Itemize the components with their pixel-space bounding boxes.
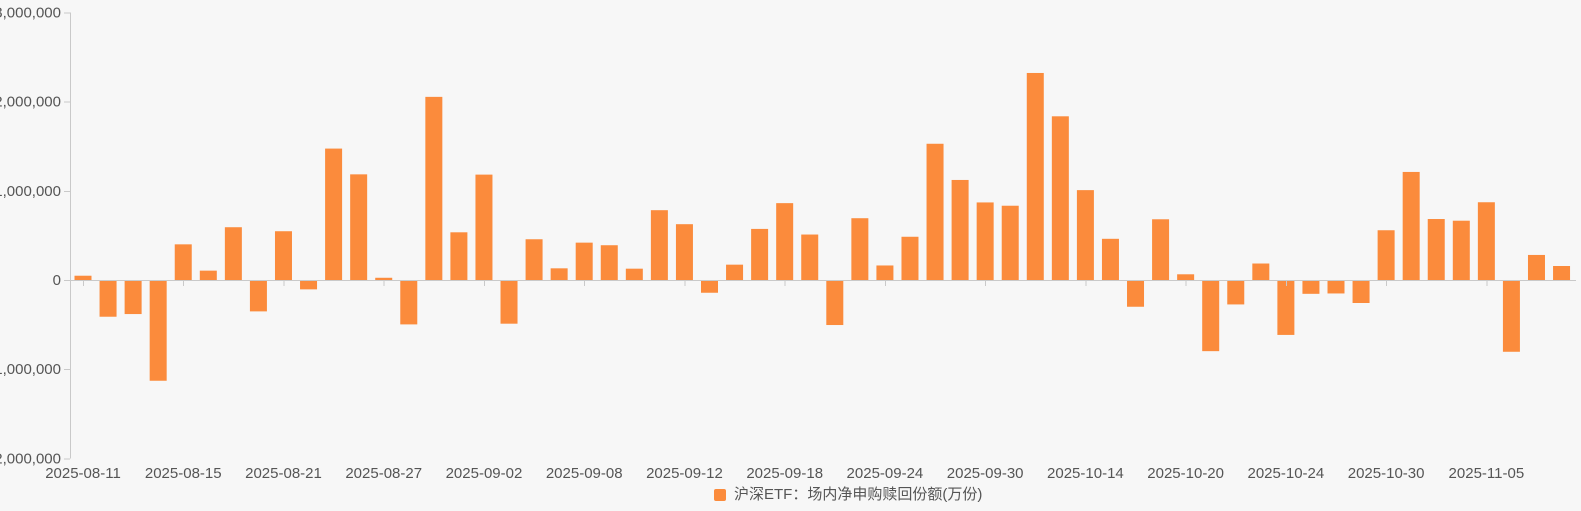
bar-2025-10-28[interactable] (1327, 280, 1345, 294)
bar-2025-11-07[interactable] (1527, 254, 1545, 280)
bar-2025-09-05[interactable] (550, 268, 568, 280)
bar-2025-09-17[interactable] (751, 228, 769, 280)
bar-2025-08-28[interactable] (400, 280, 418, 325)
bar-2025-09-25[interactable] (901, 236, 919, 280)
y-tick-label: -2,000,000 (0, 450, 61, 467)
bar-2025-10-31[interactable] (1402, 171, 1420, 280)
x-tick-label: 2025-10-30 (1348, 465, 1425, 482)
x-tick-label: 2025-09-02 (446, 465, 523, 482)
bar-2025-09-12[interactable] (675, 224, 693, 280)
bar-2025-09-08[interactable] (575, 242, 593, 280)
bar-2025-10-27[interactable] (1302, 280, 1320, 294)
bar-2025-08-19[interactable] (224, 227, 242, 280)
x-tick-label: 2025-08-15 (145, 465, 222, 482)
bar-2025-09-18[interactable] (776, 203, 794, 280)
bar-2025-10-23[interactable] (1252, 263, 1270, 280)
bar-2025-08-18[interactable] (199, 270, 217, 280)
bar-2025-10-09[interactable] (1001, 205, 1019, 280)
bar-2025-08-22[interactable] (300, 280, 318, 290)
x-tick-label: 2025-11-05 (1449, 465, 1525, 482)
bar-2025-10-13[interactable] (1051, 116, 1069, 280)
bar-2025-09-16[interactable] (726, 264, 744, 280)
legend-item[interactable]: 沪深ETF：场内净申购赎回份额(万份) (714, 487, 982, 502)
bar-2025-10-16[interactable] (1127, 280, 1145, 307)
y-tick-label: 3,000,000 (0, 5, 61, 22)
bar-2025-11-05[interactable] (1477, 202, 1495, 280)
bar-2025-09-29[interactable] (951, 179, 969, 280)
bar-2025-08-21[interactable] (274, 231, 292, 280)
bar-2025-10-15[interactable] (1101, 238, 1119, 280)
bar-2025-10-14[interactable] (1076, 190, 1094, 280)
y-tick-label: 1,000,000 (0, 183, 61, 200)
x-tick-label: 2025-09-08 (546, 465, 623, 482)
bar-2025-09-23[interactable] (851, 218, 869, 280)
bar-2025-09-24[interactable] (876, 265, 894, 280)
bar-2025-08-25[interactable] (325, 148, 343, 280)
bar-2025-09-19[interactable] (801, 234, 819, 280)
bar-2025-09-15[interactable] (701, 280, 718, 293)
bar-2025-11-04[interactable] (1452, 220, 1470, 280)
x-tick-label: 2025-09-18 (746, 465, 823, 482)
bar-2025-09-01[interactable] (450, 232, 468, 280)
bar-2025-08-13[interactable] (124, 280, 142, 315)
x-tick-label: 2025-08-21 (245, 465, 322, 482)
bar-2025-09-09[interactable] (600, 245, 618, 280)
x-tick-label: 2025-08-11 (45, 465, 121, 482)
bar-2025-11-10[interactable] (1553, 266, 1571, 280)
bar-2025-11-03[interactable] (1427, 219, 1445, 280)
legend-label: 沪深ETF：场内净申购赎回份额(万份) (734, 486, 983, 503)
bar-2025-11-06[interactable] (1502, 280, 1520, 352)
bar-2025-08-15[interactable] (174, 244, 192, 280)
bar-2025-10-24[interactable] (1277, 280, 1295, 335)
bar-2025-10-30[interactable] (1377, 230, 1395, 280)
x-tick-label: 2025-10-20 (1147, 465, 1224, 482)
bar-2025-10-29[interactable] (1352, 280, 1370, 303)
bar-2025-08-14[interactable] (149, 280, 167, 381)
bar-2025-09-30[interactable] (976, 202, 994, 280)
bar-2025-09-22[interactable] (826, 280, 844, 326)
bar-2025-10-17[interactable] (1152, 219, 1170, 280)
bar-2025-09-10[interactable] (625, 268, 643, 280)
x-tick-label: 2025-09-24 (847, 465, 924, 482)
bar-2025-10-22[interactable] (1227, 280, 1245, 305)
bar-2025-10-21[interactable] (1202, 280, 1220, 352)
bar-2025-08-26[interactable] (350, 174, 368, 280)
bar-2025-08-27[interactable] (375, 277, 393, 280)
legend-swatch (714, 488, 726, 501)
x-tick-label: 2025-08-27 (345, 465, 422, 482)
y-tick-label: 0 (53, 272, 61, 289)
bar-2025-08-11[interactable] (74, 275, 92, 280)
bar-2025-09-03[interactable] (500, 280, 518, 324)
bar-2025-10-20[interactable] (1177, 274, 1195, 280)
bar-2025-09-11[interactable] (650, 210, 668, 280)
bar-2025-09-26[interactable] (926, 143, 944, 280)
bar-2025-08-12[interactable] (99, 280, 117, 317)
x-tick-label: 2025-10-14 (1047, 465, 1124, 482)
x-tick-label: 2025-10-24 (1248, 465, 1325, 482)
x-tick-label: 2025-09-12 (646, 465, 723, 482)
y-tick-label: -1,000,000 (0, 361, 61, 378)
bar-2025-09-02[interactable] (475, 174, 493, 280)
bar-2025-08-29[interactable] (425, 96, 443, 281)
x-tick-label: 2025-09-30 (947, 465, 1024, 482)
bar-2025-10-10[interactable] (1026, 72, 1044, 280)
bar-2025-08-20[interactable] (249, 280, 267, 312)
y-tick-label: 2,000,000 (0, 94, 61, 111)
bar-2025-09-04[interactable] (525, 239, 543, 280)
